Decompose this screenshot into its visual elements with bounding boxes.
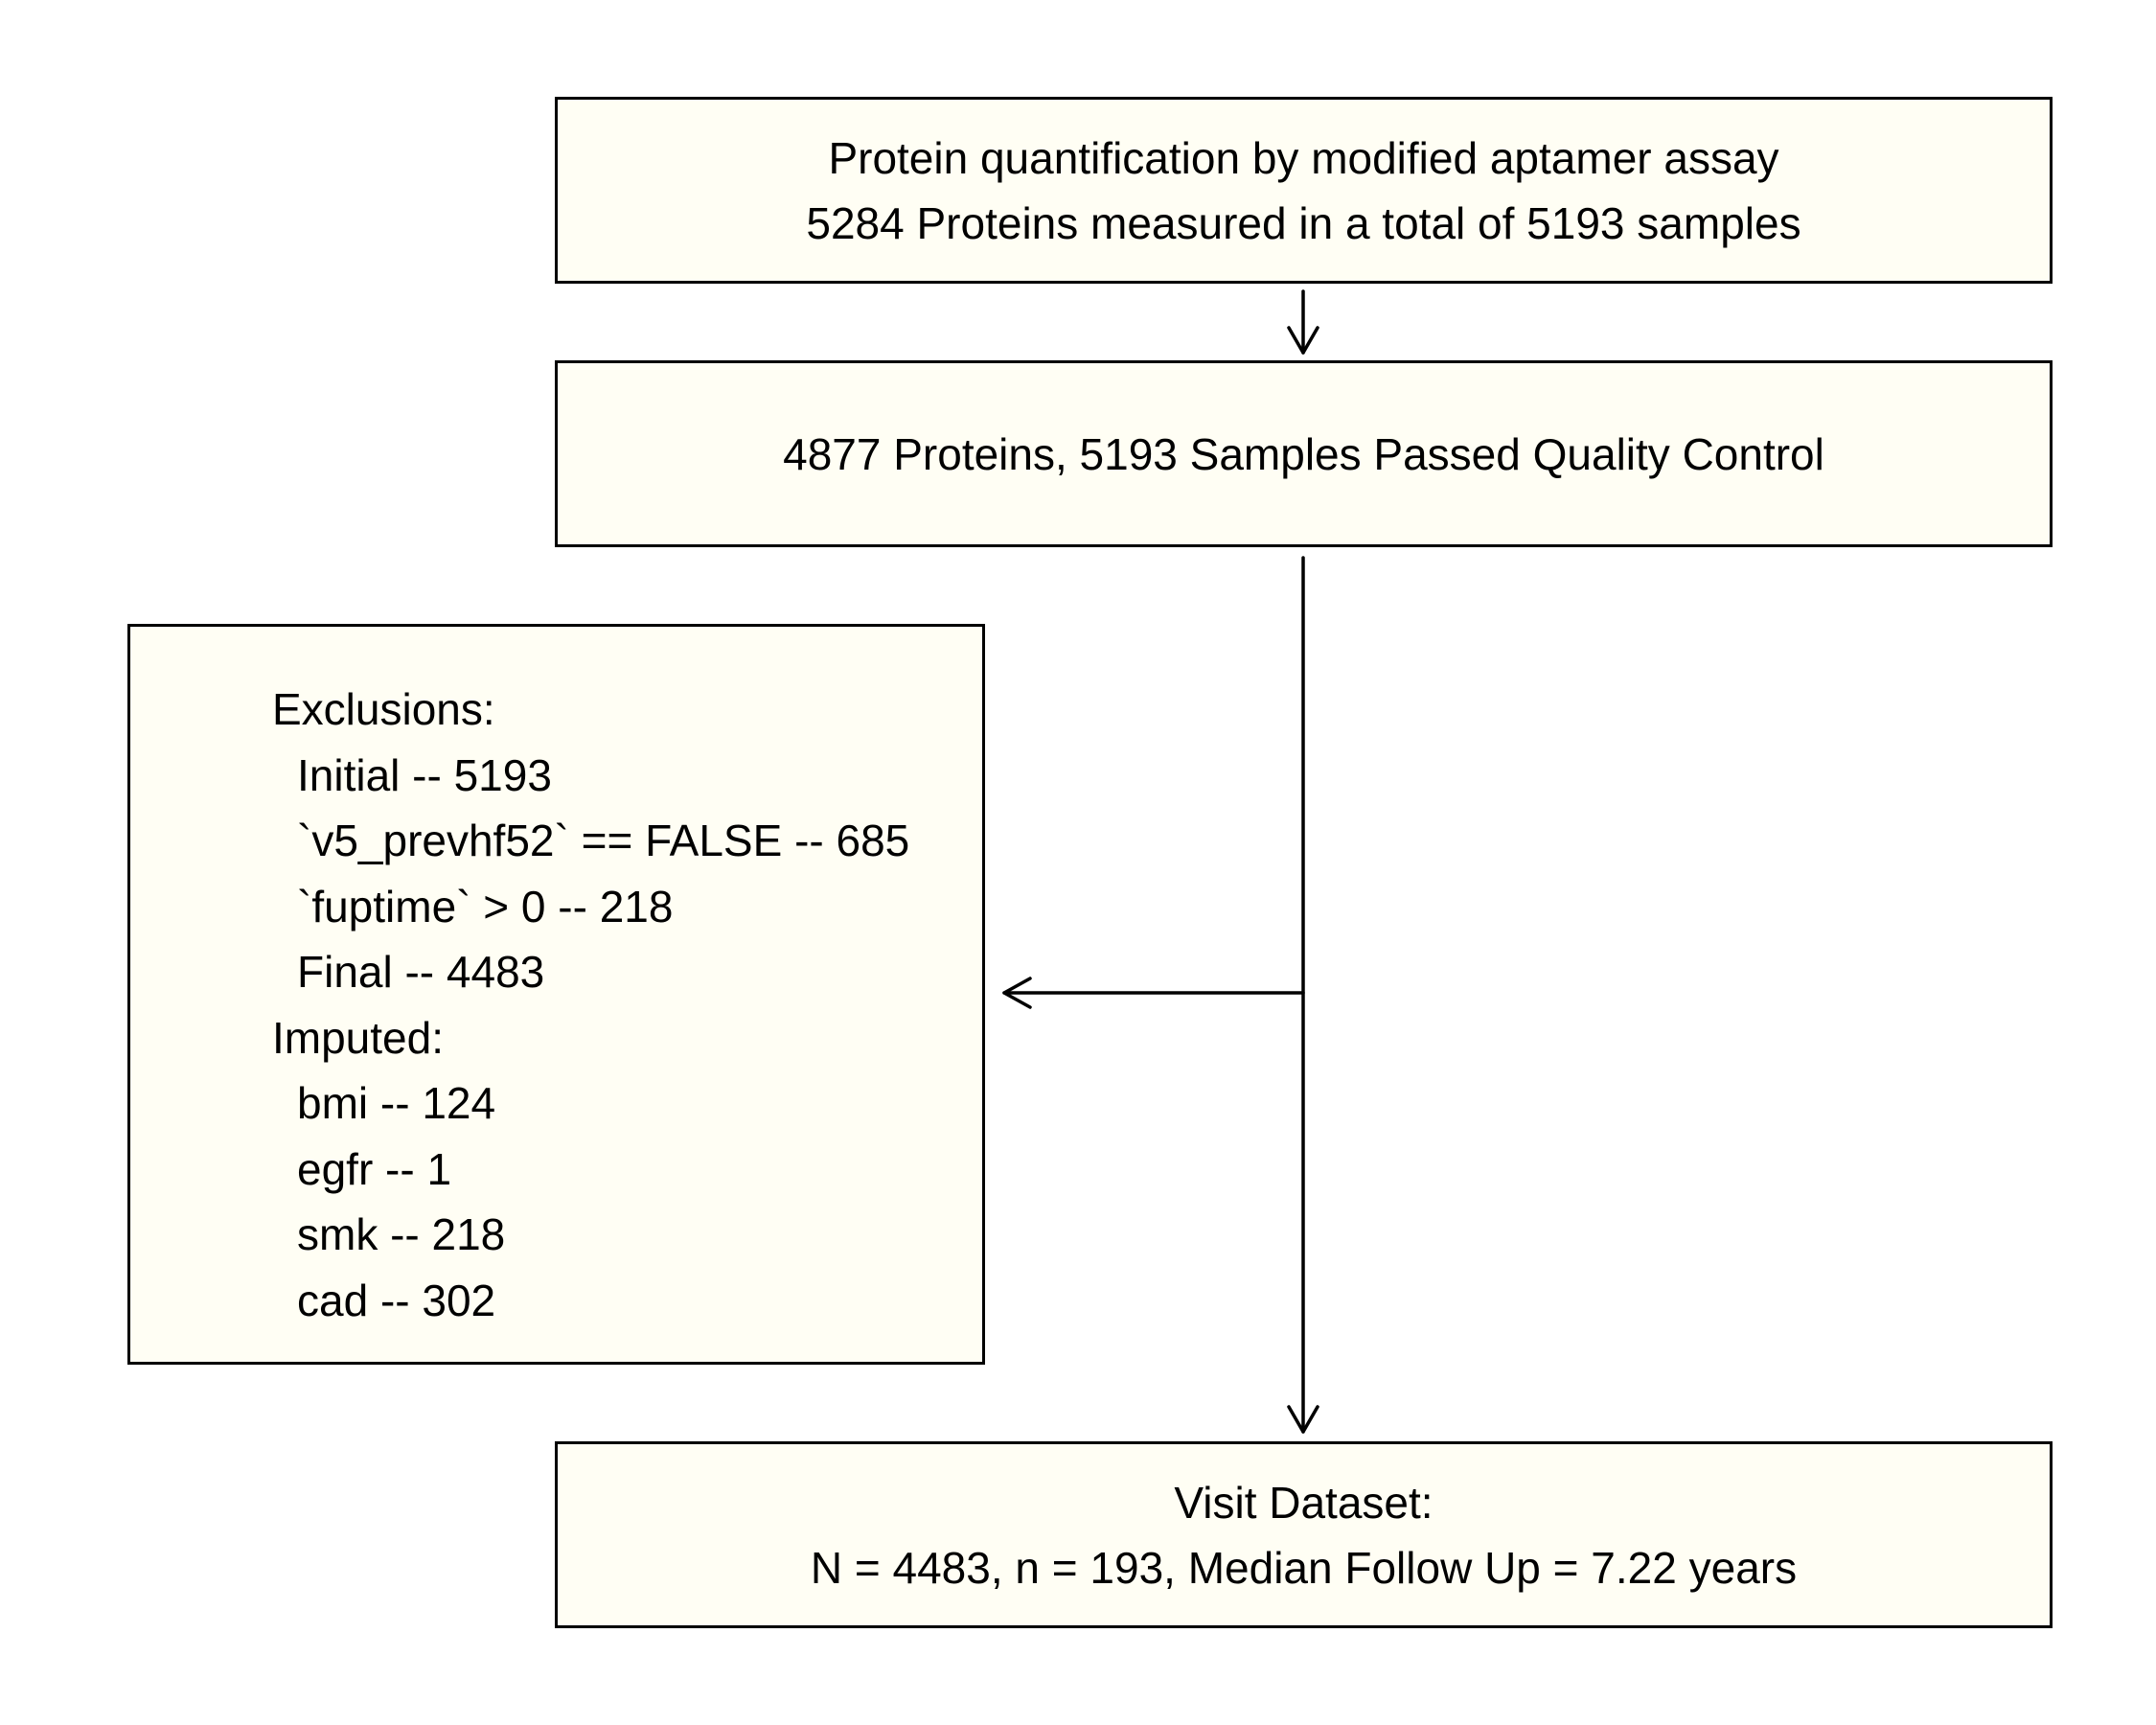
imputed-item: bmi -- 124 [297, 1078, 496, 1128]
quality-control-box: 4877 Proteins, 5193 Samples Passed Quali… [555, 360, 2053, 547]
arrow-top-to-qc [1287, 289, 1319, 355]
exclusion-item: `fuptime` > 0 -- 218 [297, 881, 674, 932]
exclusions-header: Exclusions: [272, 684, 495, 734]
imputed-header: Imputed: [272, 1012, 444, 1063]
visit-dataset-summary: N = 4483, n = 193, Median Follow Up = 7.… [810, 1542, 1798, 1593]
quantification-title: Protein quantification by modified aptam… [828, 132, 1779, 183]
visit-dataset-title: Visit Dataset: [1174, 1477, 1434, 1528]
imputed-item: cad -- 302 [297, 1275, 496, 1325]
quality-control-text: 4877 Proteins, 5193 Samples Passed Quali… [783, 428, 1824, 479]
quantification-box: Protein quantification by modified aptam… [555, 97, 2053, 284]
exclusion-item: Initial -- 5193 [297, 749, 552, 800]
exclusion-item: `v5_prevhf52` == FALSE -- 685 [297, 816, 910, 865]
imputed-item: smk -- 218 [297, 1209, 506, 1259]
visit-dataset-box: Visit Dataset: N = 4483, n = 193, Median… [555, 1441, 2053, 1628]
imputed-item: egfr -- 1 [297, 1143, 452, 1194]
exclusions-list: Exclusions: Initial -- 5193 `v5_prevhf52… [272, 677, 909, 1333]
arrow-to-exclusions [1002, 977, 1305, 1009]
exclusion-item: Final -- 4483 [297, 947, 545, 997]
exclusions-box: Exclusions: Initial -- 5193 `v5_prevhf52… [127, 624, 985, 1365]
quantification-detail: 5284 Proteins measured in a total of 519… [806, 197, 1801, 248]
arrow-qc-to-final [1287, 556, 1319, 1434]
